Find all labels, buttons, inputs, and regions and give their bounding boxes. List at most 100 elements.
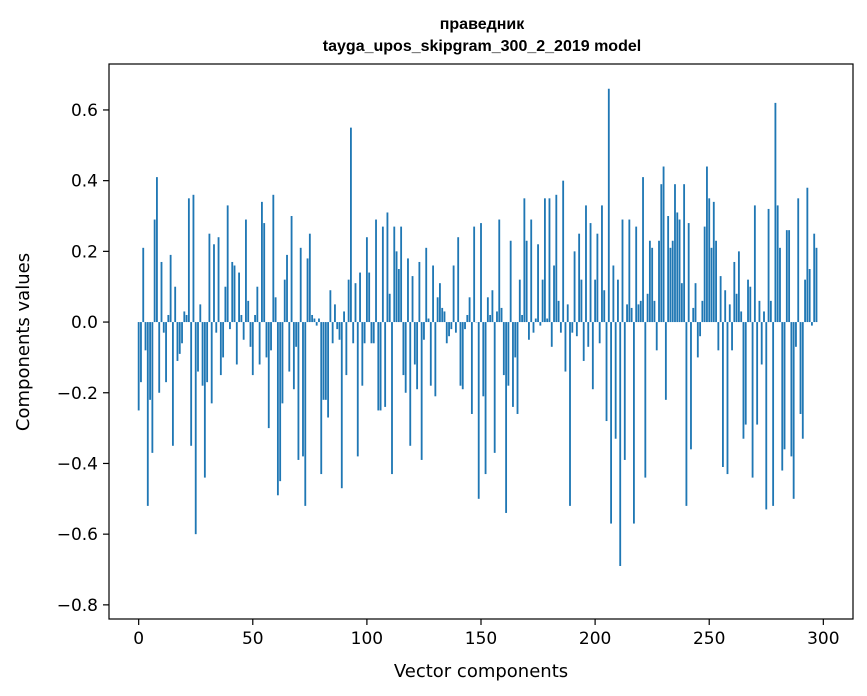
bar-9 — [158, 322, 161, 393]
bar-237 — [678, 219, 681, 323]
bar-109 — [386, 212, 389, 323]
bar-40 — [229, 322, 231, 330]
bar-242 — [690, 322, 692, 450]
bar-39 — [226, 205, 229, 323]
bar-107 — [381, 226, 384, 323]
bar-190 — [571, 322, 574, 333]
bar-221 — [642, 177, 644, 323]
bar-225 — [651, 247, 654, 323]
bar-279 — [774, 102, 777, 323]
bar-103 — [372, 322, 375, 344]
bar-161 — [505, 322, 508, 513]
bar-114 — [397, 269, 400, 323]
bar-52 — [256, 286, 259, 323]
bar-140 — [457, 237, 460, 323]
bar-16 — [174, 286, 177, 323]
bar-251 — [710, 247, 713, 323]
bar-276 — [767, 208, 770, 323]
bar-248 — [703, 226, 706, 323]
bar-275 — [765, 322, 768, 510]
bar-160 — [502, 322, 505, 376]
bar-291 — [801, 322, 804, 439]
bar-280 — [776, 205, 779, 323]
bar-26 — [197, 322, 199, 372]
bar-250 — [708, 198, 711, 323]
bar-247 — [701, 300, 704, 323]
x-tick-label: 300 — [807, 629, 839, 649]
bar-102 — [370, 322, 373, 344]
bar-19 — [181, 322, 183, 344]
bar-265 — [742, 322, 745, 439]
bar-70 — [297, 322, 300, 460]
bar-75 — [308, 233, 311, 323]
bar-261 — [733, 261, 736, 323]
bar-153 — [486, 297, 489, 323]
bar-41 — [231, 261, 234, 323]
bar-240 — [685, 322, 688, 506]
bar-215 — [628, 219, 631, 323]
bar-219 — [637, 304, 640, 323]
bar-217 — [633, 322, 635, 524]
bar-202 — [598, 322, 601, 344]
bar-98 — [361, 322, 364, 386]
bar-115 — [400, 226, 403, 323]
bar-273 — [760, 322, 763, 365]
x-axis-ticks: 0 50 100 150 200 250 300 — [133, 619, 840, 649]
bar-194 — [580, 279, 583, 323]
bar-38 — [224, 286, 227, 323]
plot-frame — [108, 63, 854, 620]
bar-81 — [322, 322, 325, 400]
bar-199 — [591, 322, 594, 390]
bar-163 — [509, 240, 512, 323]
bar-198 — [589, 223, 592, 323]
bar-183 — [555, 194, 558, 323]
bar-223 — [646, 293, 649, 323]
bar-63 — [281, 322, 284, 404]
bar-130 — [434, 322, 437, 397]
bar-228 — [658, 240, 660, 323]
bar-12 — [165, 322, 167, 383]
bar-72 — [302, 322, 304, 457]
bar-67 — [290, 216, 293, 323]
bar-266 — [744, 322, 747, 425]
bar-254 — [717, 322, 720, 351]
bar-289 — [797, 198, 800, 323]
bar-256 — [722, 322, 724, 467]
bar-22 — [187, 198, 190, 323]
bar-173 — [532, 322, 535, 333]
bar-180 — [548, 198, 551, 323]
x-tick-label: 200 — [579, 629, 611, 649]
bar-42 — [233, 265, 236, 323]
bar-117 — [404, 322, 407, 393]
bar-259 — [728, 304, 731, 323]
bar-274 — [763, 311, 765, 323]
bar-172 — [530, 219, 533, 323]
bar-292 — [804, 279, 806, 323]
bar-218 — [635, 226, 638, 323]
bar-252 — [712, 201, 715, 323]
bar-264 — [740, 311, 743, 323]
bar-95 — [354, 283, 357, 323]
bar-125 — [423, 322, 425, 340]
x-tick-label: 250 — [693, 629, 725, 649]
bar-182 — [553, 265, 555, 323]
bar-126 — [425, 247, 428, 323]
bar-205 — [605, 322, 608, 422]
bar-100 — [365, 237, 368, 323]
bar-48 — [247, 300, 250, 323]
bar-4 — [146, 322, 149, 506]
bar-146 — [470, 322, 473, 414]
bar-189 — [569, 322, 571, 506]
bar-170 — [525, 240, 528, 323]
bar-137 — [450, 322, 453, 330]
bar-66 — [288, 322, 291, 372]
bar-233 — [669, 247, 672, 323]
bar-123 — [418, 261, 421, 323]
bar-245 — [696, 322, 699, 358]
bar-138 — [452, 265, 455, 323]
bar-30 — [206, 322, 209, 383]
bar-5 — [149, 322, 151, 400]
bar-35 — [217, 237, 220, 323]
bar-166 — [516, 322, 519, 414]
